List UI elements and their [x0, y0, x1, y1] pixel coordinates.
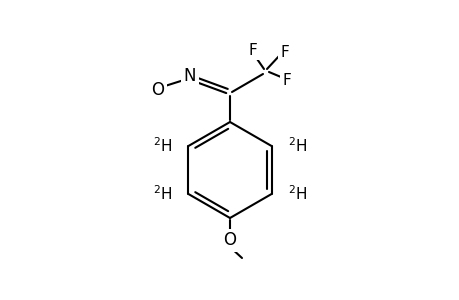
- Text: F: F: [280, 44, 289, 59]
- Text: N: N: [183, 67, 196, 85]
- Text: F: F: [248, 43, 257, 58]
- Text: $\mathregular{^{2}}$H: $\mathregular{^{2}}$H: [287, 184, 306, 203]
- Text: $\mathregular{^{2}}$H: $\mathregular{^{2}}$H: [287, 137, 306, 155]
- Text: F: F: [282, 73, 291, 88]
- Text: $\mathregular{^{2}}$H: $\mathregular{^{2}}$H: [153, 137, 172, 155]
- Text: O: O: [151, 81, 164, 99]
- Text: $\mathregular{^{2}}$H: $\mathregular{^{2}}$H: [153, 184, 172, 203]
- Text: O: O: [223, 231, 236, 249]
